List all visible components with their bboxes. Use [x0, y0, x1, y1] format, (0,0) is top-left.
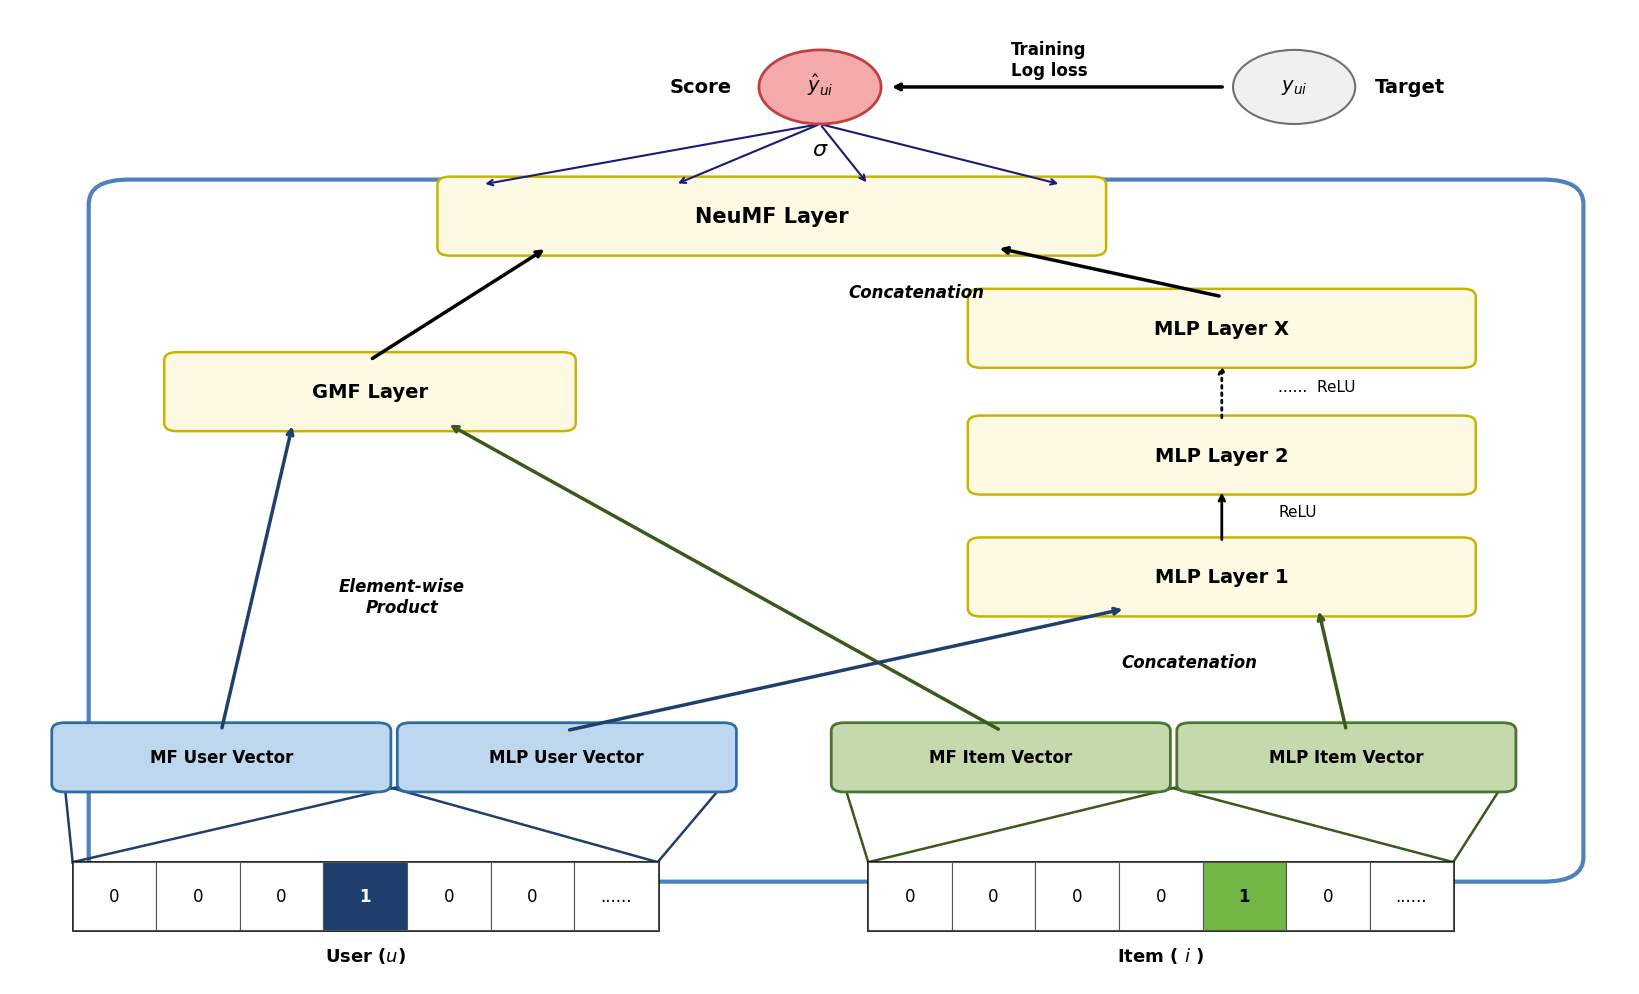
- Text: User ($u$): User ($u$): [325, 945, 405, 965]
- Bar: [1034, 863, 1118, 930]
- Text: 0: 0: [193, 888, 203, 906]
- Text: MF Item Vector: MF Item Vector: [929, 748, 1072, 766]
- Bar: [490, 863, 574, 930]
- Text: 1: 1: [1237, 888, 1249, 906]
- Text: Concatenation: Concatenation: [1121, 654, 1257, 672]
- FancyBboxPatch shape: [967, 538, 1475, 617]
- Bar: [239, 863, 323, 930]
- FancyBboxPatch shape: [89, 181, 1583, 882]
- Bar: [867, 863, 951, 930]
- FancyBboxPatch shape: [967, 289, 1475, 369]
- Text: MLP Layer X: MLP Layer X: [1154, 319, 1288, 338]
- Text: $\sigma$: $\sigma$: [811, 139, 828, 159]
- Text: $y_{ui}$: $y_{ui}$: [1280, 79, 1306, 97]
- Bar: [406, 863, 490, 930]
- Text: ReLU: ReLU: [1277, 504, 1316, 519]
- Text: NeuMF Layer: NeuMF Layer: [695, 207, 847, 227]
- Text: Training
Log loss: Training Log loss: [1010, 42, 1087, 81]
- Circle shape: [759, 51, 880, 125]
- Bar: [1369, 863, 1452, 930]
- Text: 1: 1: [359, 888, 370, 906]
- Bar: [867, 863, 1452, 930]
- Text: Item ( $i$ ): Item ( $i$ ): [1116, 945, 1203, 965]
- Text: 0: 0: [110, 888, 120, 906]
- Bar: [156, 863, 239, 930]
- Bar: [1118, 863, 1201, 930]
- FancyBboxPatch shape: [1177, 723, 1514, 792]
- Text: 0: 0: [988, 888, 998, 906]
- Text: Concatenation: Concatenation: [847, 283, 983, 301]
- Text: MLP User Vector: MLP User Vector: [488, 748, 644, 766]
- Bar: [72, 863, 156, 930]
- Text: MLP Layer 2: MLP Layer 2: [1154, 446, 1288, 465]
- Text: GMF Layer: GMF Layer: [311, 383, 428, 402]
- Text: Score: Score: [669, 79, 731, 97]
- FancyBboxPatch shape: [397, 723, 736, 792]
- Text: MF User Vector: MF User Vector: [149, 748, 293, 766]
- Text: ......: ......: [1395, 888, 1426, 906]
- FancyBboxPatch shape: [438, 178, 1105, 256]
- Text: ......  ReLU: ...... ReLU: [1277, 380, 1355, 395]
- FancyBboxPatch shape: [164, 353, 575, 431]
- Bar: [574, 863, 657, 930]
- Text: Target: Target: [1373, 79, 1444, 97]
- Text: 0: 0: [1155, 888, 1165, 906]
- Bar: [951, 863, 1034, 930]
- Text: 0: 0: [275, 888, 287, 906]
- Text: 0: 0: [526, 888, 538, 906]
- Text: 0: 0: [905, 888, 915, 906]
- Text: 0: 0: [1072, 888, 1082, 906]
- Text: Element-wise
Product: Element-wise Product: [339, 578, 465, 616]
- Bar: [1201, 863, 1285, 930]
- FancyBboxPatch shape: [52, 723, 390, 792]
- Text: MLP Item Vector: MLP Item Vector: [1269, 748, 1423, 766]
- Bar: [323, 863, 406, 930]
- Bar: [1285, 863, 1369, 930]
- Text: $\hat{y}_{ui}$: $\hat{y}_{ui}$: [806, 72, 833, 97]
- Circle shape: [1233, 51, 1354, 125]
- FancyBboxPatch shape: [831, 723, 1170, 792]
- Text: MLP Layer 1: MLP Layer 1: [1154, 568, 1288, 586]
- FancyBboxPatch shape: [967, 416, 1475, 495]
- Text: ......: ......: [600, 888, 631, 906]
- Text: 0: 0: [443, 888, 454, 906]
- Bar: [72, 863, 657, 930]
- Text: 0: 0: [1321, 888, 1333, 906]
